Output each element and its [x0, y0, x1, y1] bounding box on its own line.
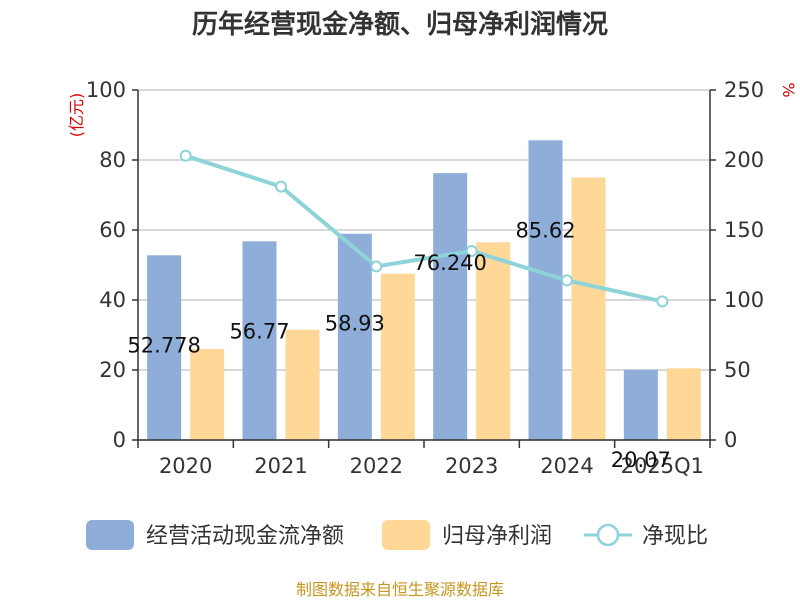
- x-tick-label: 2023: [445, 454, 498, 478]
- bar-operating-cash-flow: [528, 140, 563, 440]
- right-tick-label: 150: [724, 218, 764, 242]
- left-tick-label: 20: [99, 358, 126, 382]
- x-tick-label: 2020: [159, 454, 212, 478]
- ratio-line: [179, 149, 669, 308]
- right-tick-label: 200: [724, 148, 764, 172]
- right-axis-unit: %: [779, 82, 798, 97]
- legend-label-ratio: 净现比: [642, 524, 708, 549]
- data-label: 56.77: [229, 319, 289, 343]
- ratio-line-path: [185, 153, 663, 304]
- legend-marker-ratio: [596, 523, 620, 547]
- data-label: 58.93: [325, 312, 385, 336]
- axes: 0 20 40 60 80 100 0 50 100 150 200 250 2020 2021 2022 2…: [86, 78, 764, 478]
- chart-title: 历年经营现金净额、归母净利润情况: [192, 9, 608, 40]
- ratio-point: [656, 295, 669, 308]
- legend-label-net-profit: 归母净利润: [442, 524, 552, 549]
- bar-operating-cash-flow: [242, 241, 277, 440]
- right-tick-label: 100: [724, 288, 764, 312]
- x-tick-label: 2022: [350, 454, 403, 478]
- legend: 经营活动现金流净额 归母净利润 净现比: [86, 520, 708, 550]
- bar-net-profit: [285, 329, 320, 440]
- x-tick-label: 2025Q1: [621, 454, 704, 478]
- ratio-point: [275, 180, 287, 193]
- data-label: 76.240: [413, 251, 486, 275]
- bar-net-profit: [571, 177, 606, 440]
- data-label: 20.07: [611, 448, 671, 472]
- bar-net-profit: [380, 273, 415, 440]
- x-tick-label: 2021: [254, 454, 307, 478]
- x-tick-label: 2024: [540, 454, 593, 478]
- left-tick-label: 40: [99, 288, 126, 312]
- bar-operating-cash-flow: [337, 233, 372, 440]
- right-tick-label: 0: [724, 428, 737, 452]
- right-tick-label: 50: [724, 358, 751, 382]
- legend-swatch-net-profit: [382, 520, 430, 550]
- bar-net-profit: [666, 368, 701, 440]
- ratio-point: [465, 245, 478, 257]
- ratio-point: [561, 274, 573, 287]
- bars: [147, 140, 701, 440]
- bar-net-profit: [190, 349, 225, 440]
- left-tick-label: 80: [99, 148, 126, 172]
- left-tick-label: 0: [113, 428, 126, 452]
- data-labels: 52.778 56.77 58.93 76.240 85.62 20.07: [127, 218, 670, 471]
- bar-operating-cash-flow: [623, 369, 658, 440]
- ratio-point: [370, 260, 383, 273]
- ratio-point: [179, 149, 192, 162]
- legend-label-operating-cash-flow: 经营活动现金流净额: [146, 524, 344, 549]
- bar-operating-cash-flow: [147, 255, 182, 440]
- left-tick-label: 100: [86, 78, 126, 102]
- left-axis-unit: (亿元): [67, 93, 86, 138]
- bar-net-profit: [476, 242, 511, 440]
- legend-swatch-operating-cash-flow: [86, 520, 134, 550]
- right-tick-label: 250: [724, 78, 764, 102]
- data-label: 52.778: [127, 333, 200, 357]
- data-label: 85.62: [515, 218, 575, 242]
- bar-operating-cash-flow: [433, 173, 468, 440]
- left-tick-label: 60: [99, 218, 126, 242]
- source-note: 制图数据来自恒生聚源数据库: [296, 580, 504, 599]
